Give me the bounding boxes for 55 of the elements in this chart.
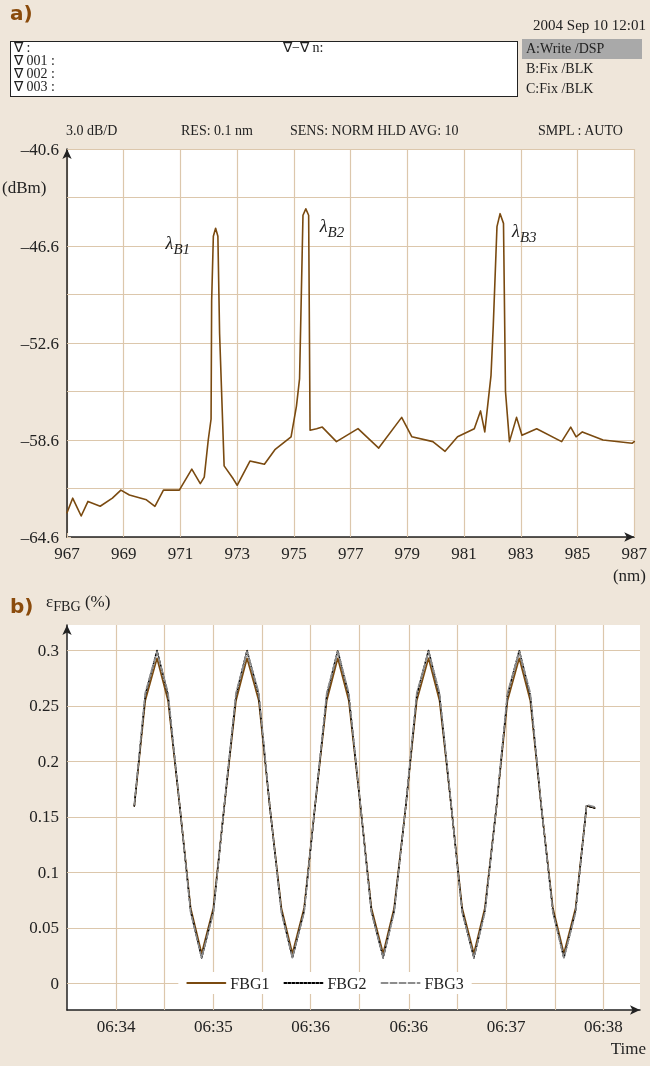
legend-label: FBG3: [424, 974, 464, 992]
y-tick-label: 0: [50, 973, 59, 993]
y-tick-label: 0.15: [29, 807, 59, 827]
annotation: λ$_{B3}$: [512, 220, 537, 246]
legend-label: FBG2: [327, 974, 367, 992]
y-tick-label: 0.1: [37, 862, 59, 882]
y-axis-title: (dBm): [2, 178, 47, 197]
line-series: [66, 208, 636, 517]
text: ∇ 002 :: [14, 66, 55, 81]
text: SMPL : AUTO: [538, 123, 623, 138]
y-tick-label: 0.25: [29, 696, 59, 716]
text: 3.0 dB/D: [66, 123, 118, 138]
x-axis-title: (nm): [612, 566, 646, 585]
text: 2004 Sep 10 12:01: [533, 17, 646, 33]
x-tick-label: 06:36: [291, 1017, 331, 1036]
y-axis-title: ε$_{FBG}$ (%): [46, 592, 111, 616]
x-tick-label: 981: [451, 544, 477, 563]
x-tick-label: 967: [54, 544, 81, 563]
x-tick-label: 975: [281, 544, 307, 563]
x-tick-label: 977: [337, 544, 364, 563]
text: SENS: NORM HLD AVG: 10: [290, 123, 459, 138]
text: ∇−∇ n:: [283, 40, 324, 55]
y-tick-label: –52.6: [19, 333, 59, 353]
x-tick-label: 987: [621, 544, 648, 563]
y-tick-label: –46.6: [19, 236, 59, 256]
x-tick-label: 06:34: [96, 1017, 136, 1036]
text: ∇ 001 :: [14, 53, 55, 68]
x-tick-label: 973: [224, 544, 250, 563]
x-tick-label: 06:38: [584, 1017, 623, 1036]
x-tick-label: 06:35: [193, 1017, 233, 1036]
legend-label: FBG1: [230, 974, 270, 992]
y-tick-label: –64.6: [19, 527, 59, 547]
annotation: λ$_{B2}$: [319, 215, 345, 241]
x-axis-title: Time: [610, 1039, 646, 1058]
x-tick-label: 969: [110, 544, 137, 563]
y-tick-label: –58.6: [19, 430, 59, 450]
text: B:Fix /BLK: [526, 61, 594, 76]
y-tick-label: –40.6: [19, 139, 59, 159]
x-tick-label: 971: [167, 544, 194, 563]
annotation: λ$_{B1}$: [165, 233, 191, 258]
text: b): [10, 594, 34, 618]
text: a): [10, 1, 33, 25]
text: A:Write /DSP: [522, 39, 642, 59]
text: RES: 0.1 nm: [181, 123, 253, 138]
x-tick-label: 985: [564, 544, 591, 563]
x-tick-label: 06:37: [486, 1017, 526, 1036]
x-tick-label: 06:36: [389, 1017, 429, 1036]
text: ∇ 003 :: [14, 79, 55, 94]
y-tick-label: 0.05: [29, 918, 59, 938]
text: C:Fix /BLK: [526, 81, 594, 96]
text: ∇ :: [14, 40, 31, 55]
x-tick-label: 983: [508, 544, 534, 563]
y-tick-label: 0.3: [37, 641, 59, 661]
y-tick-label: 0.2: [37, 751, 59, 771]
x-tick-label: 979: [394, 544, 421, 563]
